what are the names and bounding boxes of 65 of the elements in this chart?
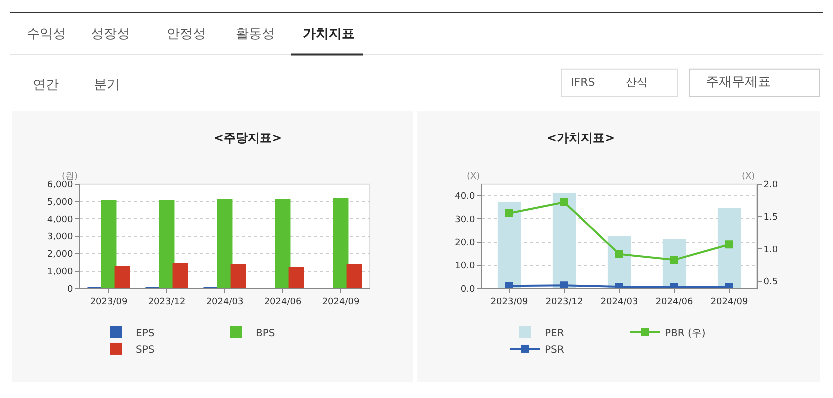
bar bbox=[159, 200, 175, 289]
y2-tick-label: 1.5 bbox=[764, 212, 778, 223]
bar bbox=[333, 198, 349, 289]
y-tick-label: 5,000 bbox=[47, 198, 74, 208]
y-axis-title: (원) bbox=[62, 172, 78, 182]
y-axis-title: (X) bbox=[467, 172, 480, 182]
bar bbox=[718, 208, 742, 289]
legend-label: PER bbox=[545, 328, 564, 340]
y-tick-label: 1,000 bbox=[47, 267, 74, 278]
text: 성장성 bbox=[91, 27, 130, 42]
y2-tick-label: 1.0 bbox=[764, 245, 778, 256]
y-tick-label: 0 bbox=[67, 284, 74, 295]
text: IFRS bbox=[571, 76, 596, 89]
text: 활동성 bbox=[236, 27, 275, 42]
x-tick-label: 2024/06 bbox=[264, 297, 302, 308]
bar bbox=[230, 264, 246, 289]
y-tick-label: 0.0 bbox=[460, 284, 476, 295]
x-tick-label: 2024/06 bbox=[656, 297, 694, 308]
legend-label: SPS bbox=[136, 344, 155, 356]
point bbox=[670, 256, 678, 264]
bar bbox=[217, 199, 233, 289]
text: 주재무제표 bbox=[706, 75, 771, 90]
text: 연간 bbox=[33, 78, 59, 93]
y-tick-label: 20.0 bbox=[455, 238, 476, 248]
bar bbox=[346, 264, 362, 289]
x-tick-label: 2023/09 bbox=[90, 297, 128, 308]
x-tick-label: 2024/03 bbox=[206, 297, 244, 308]
x-tick-label: 2024/03 bbox=[600, 297, 638, 308]
x-tick-label: 2024/09 bbox=[710, 297, 748, 308]
text: 가치지표 bbox=[303, 27, 355, 42]
x-tick-label: 2023/12 bbox=[546, 297, 584, 308]
legend-label: PBR (우) bbox=[665, 328, 706, 340]
chart-title: <가치지표> bbox=[547, 131, 616, 145]
y2-tick-label: 0.5 bbox=[764, 278, 778, 288]
point bbox=[616, 250, 624, 258]
y2-tick-label: 2.0 bbox=[764, 180, 778, 190]
x-tick-label: 2023/09 bbox=[490, 297, 528, 308]
chart-title: <주당지표> bbox=[214, 131, 282, 145]
bar bbox=[498, 202, 522, 289]
y-tick-label: 2,000 bbox=[47, 250, 74, 260]
legend-label: BPS bbox=[256, 328, 276, 340]
legend-label: PSR bbox=[545, 344, 564, 356]
bar bbox=[275, 199, 291, 289]
y-tick-label: 40.0 bbox=[455, 192, 476, 202]
x-tick-label: 2024/09 bbox=[322, 297, 360, 308]
bar bbox=[288, 267, 304, 289]
bar bbox=[114, 266, 130, 289]
bar bbox=[101, 200, 117, 289]
bar bbox=[552, 193, 576, 289]
bar bbox=[172, 263, 188, 289]
point bbox=[726, 240, 734, 249]
x-tick-label: 2023/12 bbox=[148, 297, 186, 308]
y-tick-label: 6,000 bbox=[47, 180, 74, 190]
y-tick-label: 4,000 bbox=[47, 215, 74, 226]
y-tick-label: 30.0 bbox=[455, 215, 476, 226]
text: 수익성 bbox=[27, 27, 66, 42]
y-tick-label: 3,000 bbox=[47, 232, 74, 243]
text: 분기 bbox=[94, 78, 120, 93]
legend-label: EPS bbox=[136, 328, 155, 340]
y2-axis-title: (X) bbox=[742, 172, 756, 182]
y-tick-label: 10.0 bbox=[455, 262, 476, 272]
point bbox=[506, 210, 514, 218]
text: 산식 bbox=[626, 76, 648, 89]
text: 안정성 bbox=[167, 27, 206, 42]
point bbox=[560, 198, 568, 206]
